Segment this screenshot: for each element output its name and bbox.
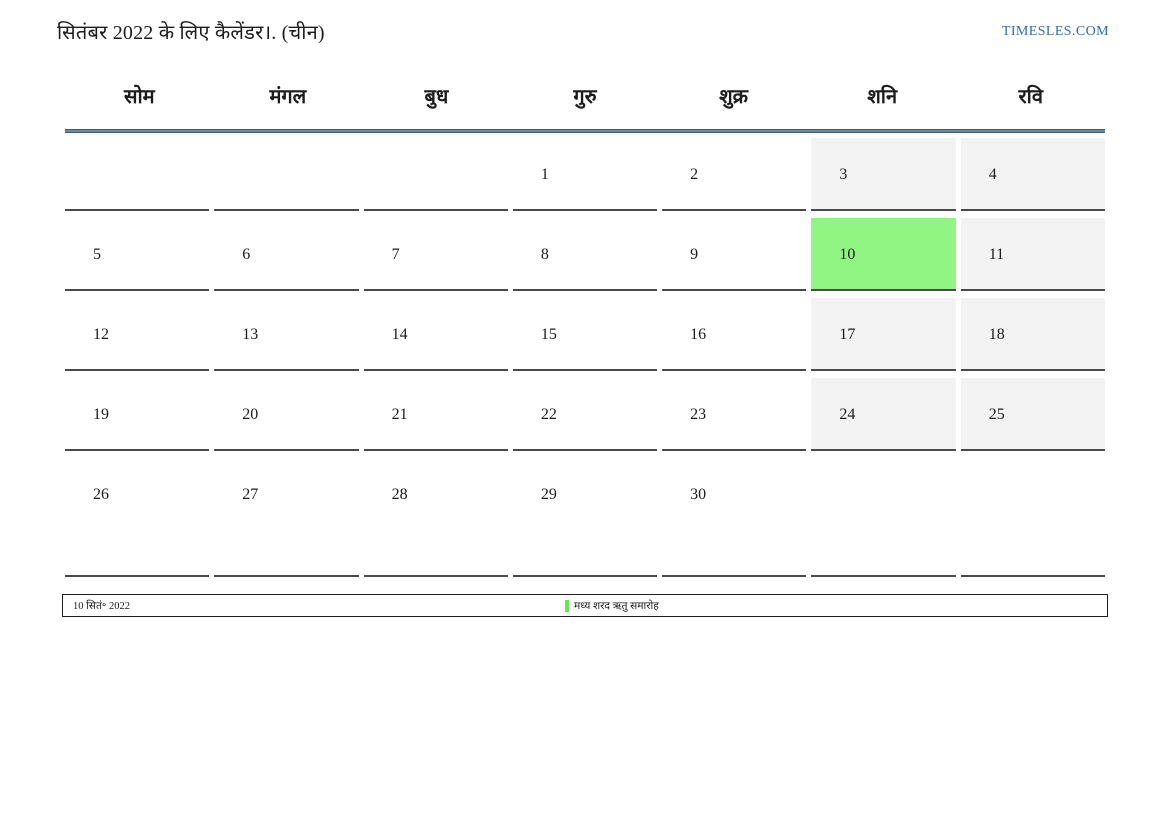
- weekday-header-fri: शुक्र: [719, 86, 749, 108]
- day-cell: [811, 458, 956, 577]
- weekday-header-thu: गुरु: [573, 86, 597, 108]
- day-cell: 15: [512, 298, 658, 371]
- day-cell: 21: [363, 378, 508, 451]
- day-cell: 28: [363, 458, 508, 577]
- day-cell: 16: [662, 298, 807, 371]
- day-cell: 9: [662, 218, 807, 291]
- day-cell: 7: [363, 218, 508, 291]
- weekday-header-mon: सोम: [123, 86, 155, 108]
- weekday-header-row: सोम मंगल बुध गुरु शुक्र शनि रवि: [65, 82, 1105, 109]
- day-cell: 1: [512, 138, 658, 211]
- legend-event-date: 10 सितं॰ 2022: [73, 600, 131, 612]
- day-cell: 22: [512, 378, 658, 451]
- day-cell: [214, 138, 359, 211]
- day-cell: 23: [662, 378, 807, 451]
- day-cell: 19: [65, 378, 210, 451]
- legend-event-title: मध्य शरद ऋतु समारोह: [574, 600, 659, 612]
- weekday-header-wed: बुध: [424, 86, 449, 108]
- day-cell: 27: [214, 458, 359, 577]
- page-title: सितंबर 2022 के लिए कैलेंडर।. (चीन): [57, 22, 325, 44]
- day-cell: 17: [811, 298, 956, 371]
- day-cell: 12: [65, 298, 210, 371]
- day-cell: [65, 138, 210, 211]
- day-cell: 30: [662, 458, 807, 577]
- day-cell: 14: [363, 298, 508, 371]
- weekday-header-sat: शनि: [867, 86, 898, 108]
- day-cell: 25: [960, 378, 1105, 451]
- events-legend: 10 सितं॰ 2022 मध्य शरद ऋतु समारोह: [62, 594, 1108, 617]
- header-divider-rule: [65, 129, 1105, 133]
- month-grid: 1 2 3 4 5 6 7 8 9 10 11 12 13 14 15 16 1…: [65, 138, 1105, 577]
- day-cell: [960, 458, 1105, 577]
- weekday-header-tue: मंगल: [269, 86, 307, 108]
- day-cell: 2: [662, 138, 807, 211]
- day-cell: 4: [960, 138, 1105, 211]
- day-cell: 26: [65, 458, 210, 577]
- weekday-header-sun: रवि: [1018, 86, 1043, 108]
- day-cell: 18: [960, 298, 1105, 371]
- day-cell: 8: [512, 218, 658, 291]
- day-cell: 3: [811, 138, 956, 211]
- day-cell: 11: [960, 218, 1105, 291]
- day-cell: 5: [65, 218, 210, 291]
- legend-event-entry: मध्य शरद ऋतु समारोह: [565, 599, 659, 613]
- event-marker-icon: [565, 599, 569, 612]
- day-cell: 13: [214, 298, 359, 371]
- day-cell: [363, 138, 508, 211]
- day-cell: 6: [214, 218, 359, 291]
- day-cell: 24: [811, 378, 956, 451]
- day-cell: 20: [214, 378, 359, 451]
- site-link[interactable]: TIMESLES.COM: [1001, 24, 1109, 39]
- day-cell: 29: [512, 458, 658, 577]
- day-cell-today: 10: [811, 218, 956, 291]
